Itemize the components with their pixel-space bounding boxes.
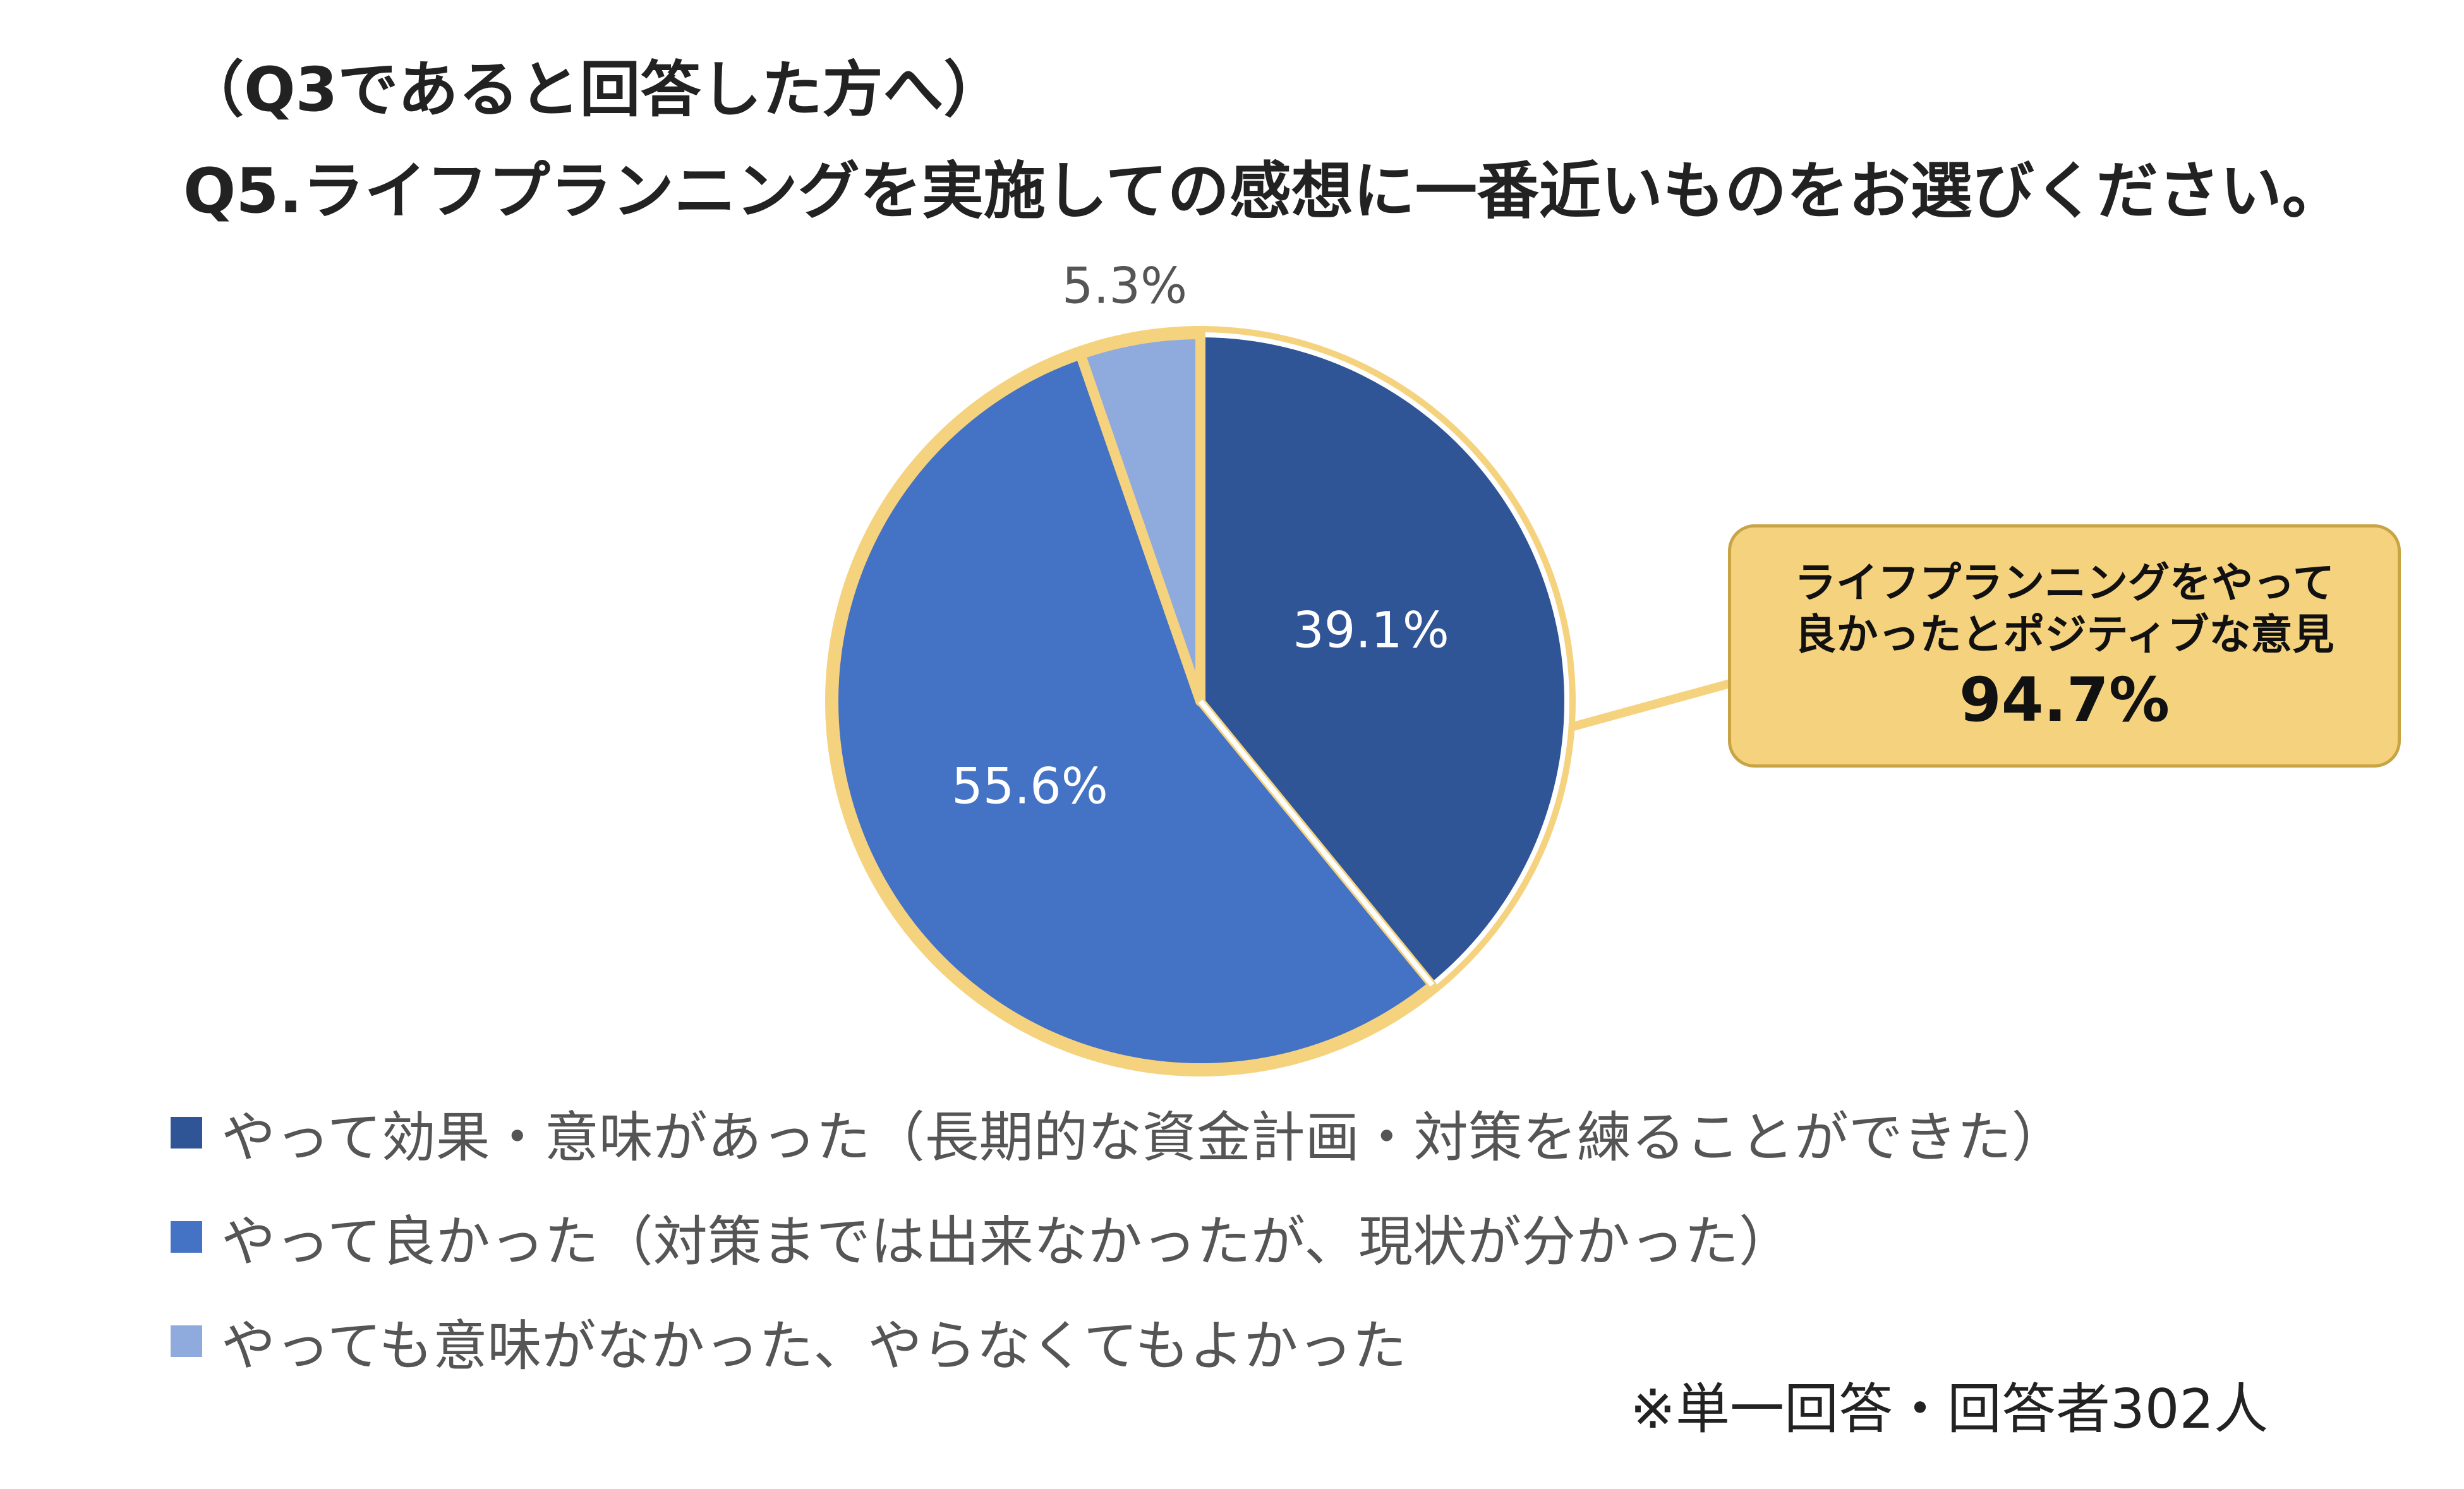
response-note: ※単一回答・回答者302人 [1630,1378,2269,1441]
legend-label-good: やって良かった（対策までは出来なかったが、現状が分かった） [221,1210,1793,1274]
data-label-good: 55.6% [951,758,1108,815]
pie-labels: 39.1% 55.6% 5.3% [951,258,1449,815]
pie-separator-white [1198,699,1434,987]
legend-item-meaningless: やっても意味がなかった、やらなくてもよかった [171,1289,2066,1393]
legend-label-effective: やって効果・意味があった（長期的な資金計画・対策を練ることができた） [221,1106,2066,1169]
legend-item-good: やって良かった（対策までは出来なかったが、現状が分かった） [171,1185,2066,1289]
legend-swatch-meaningless [171,1325,202,1357]
legend-swatch-good [171,1221,202,1253]
pie-slices [825,326,1576,1076]
pie-slice-good [830,350,1437,1072]
chart-subtitle: （Q3であると回答した方へ） [183,54,1005,125]
data-label-meaningless: 5.3% [1062,258,1187,315]
callout-leader-line [1569,679,1734,731]
positive-opinion-callout: ライフプランニングをやって 良かったとポジティブな意見 94.7% [1728,524,2401,768]
pie-separator-minor [1075,349,1205,706]
data-label-effective: 39.1% [1293,602,1449,659]
callout-line-2: 良かったとポジティブな意見 [1794,610,2334,660]
legend-item-effective: やって効果・意味があった（長期的な資金計画・対策を練ることができた） [171,1080,2066,1185]
legend: やって効果・意味があった（長期的な資金計画・対策を練ることができた） やって良か… [171,1080,2066,1393]
callout-percentage: 94.7% [1959,664,2170,735]
legend-label-meaningless: やっても意味がなかった、やらなくてもよかった [221,1315,1407,1378]
pie-slice-effective [1198,332,1569,988]
callout-line-1: ライフプランニングをやって [1794,558,2334,607]
chart-title: Q5.ライフプランニングを実施しての感想に一番近いものをお選びください。 [183,155,2344,227]
legend-swatch-effective [171,1116,202,1148]
